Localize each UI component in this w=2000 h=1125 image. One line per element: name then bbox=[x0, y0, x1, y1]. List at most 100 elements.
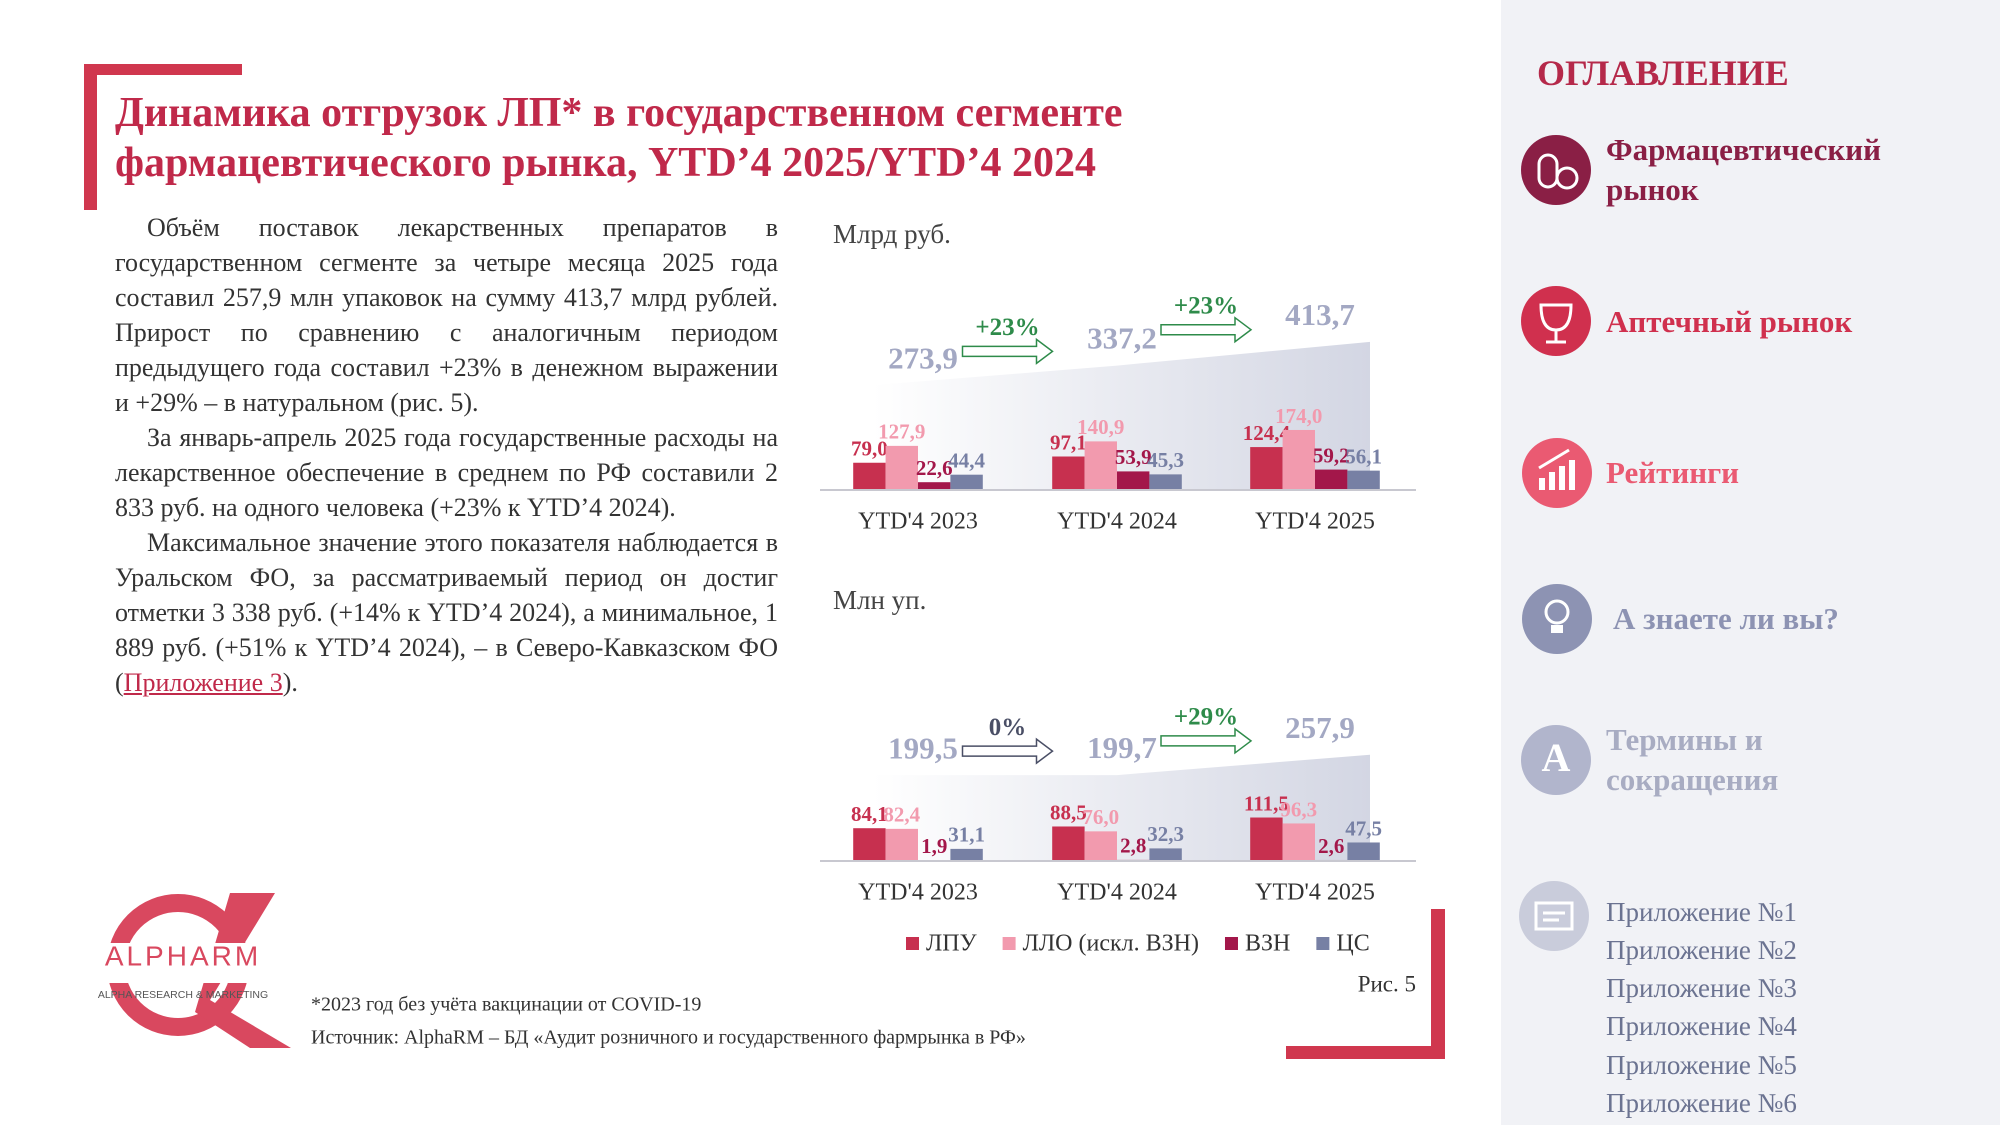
bar bbox=[853, 828, 886, 861]
paragraph: За январь-апрель 2025 года государственн… bbox=[115, 423, 778, 522]
logo: ALPHARM ALPHA RESEARCH & MARKETING bbox=[98, 893, 291, 1048]
bar bbox=[1149, 848, 1182, 861]
value-label: 84,1 bbox=[851, 802, 888, 826]
growth-arrow bbox=[961, 737, 1054, 765]
value-label: 140,9 bbox=[1077, 415, 1124, 439]
x-tick-label: YTD'4 2025 bbox=[1255, 509, 1375, 535]
toc-item[interactable]: Рейтинги bbox=[1606, 455, 1740, 490]
bar bbox=[1052, 826, 1085, 861]
toc-item[interactable]: А знаете ли вы? bbox=[1613, 601, 1839, 636]
value-label: 2,8 bbox=[1120, 834, 1146, 858]
growth-arrow bbox=[1160, 727, 1253, 755]
value-label: 53,9 bbox=[1115, 445, 1152, 469]
growth-label: 0% bbox=[989, 714, 1027, 741]
logo-name: ALPHARM bbox=[105, 940, 261, 971]
value-label: 22,6 bbox=[916, 456, 953, 480]
x-tick-label: YTD'4 2024 bbox=[1057, 880, 1177, 906]
legend-swatch bbox=[906, 937, 919, 950]
bar bbox=[1084, 831, 1117, 861]
appendix-link[interactable]: Приложение 3 bbox=[123, 668, 283, 697]
bar bbox=[1347, 470, 1380, 490]
value-label: 79,0 bbox=[851, 437, 888, 461]
paragraph: Максимальное значение этого показателя н… bbox=[115, 525, 778, 700]
legend-swatch bbox=[1002, 937, 1016, 950]
appendix-item[interactable]: Приложение №5 bbox=[1606, 1050, 1797, 1080]
total-label: 273,9 bbox=[888, 340, 958, 375]
logo-band bbox=[100, 943, 265, 983]
growth-label: +29% bbox=[1174, 704, 1238, 731]
body-text: Объём поставок лекарственных препаратов … bbox=[115, 210, 778, 700]
legend-label: ЛПУ bbox=[926, 931, 977, 957]
paragraph-text: ). bbox=[282, 668, 298, 697]
value-label: 82,4 bbox=[883, 803, 920, 827]
growth-label: +23% bbox=[1174, 292, 1238, 319]
bar bbox=[1282, 823, 1315, 861]
appendix-item[interactable]: Приложение №4 bbox=[1606, 1011, 1797, 1041]
paragraph-text: Максимальное значение этого показателя н… bbox=[115, 528, 778, 697]
logo-mark bbox=[195, 893, 291, 1048]
value-label: 45,3 bbox=[1147, 448, 1184, 472]
appendix-item[interactable]: Приложение №1 bbox=[1606, 897, 1797, 927]
total-backdrop bbox=[873, 341, 1370, 490]
source: Источник: AlphaRM – БД «Аудит розничного… bbox=[311, 1027, 1026, 1049]
value-label: 44,4 bbox=[948, 448, 985, 472]
value-label: 47,5 bbox=[1345, 816, 1382, 840]
bar bbox=[950, 474, 983, 490]
icon bbox=[1521, 286, 1591, 356]
icon bbox=[1521, 135, 1591, 205]
value-label: 127,9 bbox=[878, 420, 925, 444]
bar bbox=[1052, 456, 1085, 490]
toc-item[interactable]: Аптечный рынок bbox=[1606, 304, 1853, 339]
bar bbox=[1149, 474, 1182, 490]
toc-item[interactable]: Термины и сокращения bbox=[1606, 722, 1779, 797]
growth-arrow bbox=[961, 337, 1054, 365]
sidebar-icons: A bbox=[1519, 135, 1592, 951]
page-title: Динамика отгрузок ЛП* в государственном … bbox=[115, 90, 1123, 186]
icon bbox=[1519, 881, 1589, 951]
value-label: 32,3 bbox=[1147, 822, 1184, 846]
unit-label: Млрд руб. bbox=[833, 219, 951, 249]
value-label: 97,1 bbox=[1050, 430, 1087, 454]
figure-label: Рис. 5 bbox=[1358, 971, 1416, 996]
svg-text:A: A bbox=[1542, 735, 1571, 780]
appendix-item[interactable]: Приложение №3 bbox=[1606, 973, 1797, 1003]
x-tick-label: YTD'4 2023 bbox=[858, 880, 978, 906]
value-label: 31,1 bbox=[948, 823, 985, 847]
bar bbox=[1250, 817, 1283, 861]
total-label: 199,5 bbox=[888, 730, 958, 765]
bar bbox=[1117, 471, 1150, 490]
legend-label: ВЗН bbox=[1245, 931, 1290, 957]
logo-tagline: ALPHA RESEARCH & MARKETING bbox=[98, 989, 268, 1001]
growth-label: +23% bbox=[975, 314, 1039, 341]
value-label: 56,1 bbox=[1345, 444, 1382, 468]
value-label: 2,6 bbox=[1318, 834, 1344, 858]
value-label: 174,0 bbox=[1275, 404, 1322, 428]
value-label: 111,5 bbox=[1244, 791, 1289, 815]
bar bbox=[885, 828, 918, 861]
bar bbox=[1282, 429, 1315, 490]
total-label: 199,7 bbox=[1087, 730, 1157, 765]
legend-swatch bbox=[1224, 937, 1238, 950]
x-tick-label: YTD'4 2024 bbox=[1057, 509, 1177, 535]
bar bbox=[1084, 441, 1117, 490]
bar bbox=[950, 848, 983, 861]
legend-label: ЦС bbox=[1336, 931, 1369, 957]
icon: A bbox=[1521, 725, 1591, 795]
value-label: 96,3 bbox=[1280, 797, 1317, 821]
bar bbox=[885, 445, 918, 490]
value-label: 1,9 bbox=[921, 834, 947, 858]
toc-item[interactable]: Фармацевтический рынок bbox=[1606, 132, 1881, 207]
appendix-item[interactable]: Приложение №2 bbox=[1606, 935, 1797, 965]
appendix-item[interactable]: Приложение №6 bbox=[1606, 1088, 1797, 1118]
growth-arrow bbox=[1160, 316, 1253, 344]
icon bbox=[1522, 438, 1592, 508]
total-label: 413,7 bbox=[1285, 297, 1355, 332]
bar bbox=[1315, 469, 1348, 490]
total-backdrop bbox=[873, 754, 1370, 861]
legend-swatch bbox=[1316, 937, 1330, 950]
bar bbox=[1347, 842, 1380, 861]
bar bbox=[1250, 447, 1283, 490]
